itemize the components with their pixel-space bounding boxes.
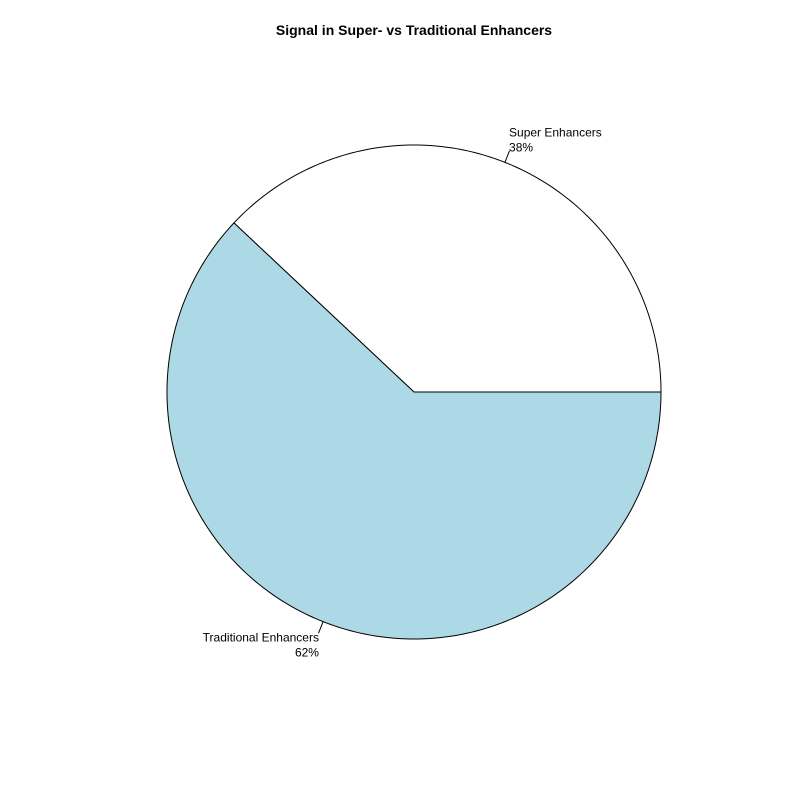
slice-label: Super Enhancers 38% [509,125,602,154]
pie-slices [166,144,662,640]
slice-label-percent: 62% [295,646,319,660]
slice-label-percent: 38% [509,140,533,154]
slice-label-name: Super Enhancers [509,125,602,139]
chart-title: Signal in Super- vs Traditional Enhancer… [276,22,552,38]
label-tick [318,621,324,634]
slice-label-name: Traditional Enhancers [203,631,319,645]
slice-label: Traditional Enhancers 62% [203,631,320,660]
label-tick [504,150,510,163]
pie-labels: Super Enhancers 38% Traditional Enhancers 6… [203,125,602,659]
